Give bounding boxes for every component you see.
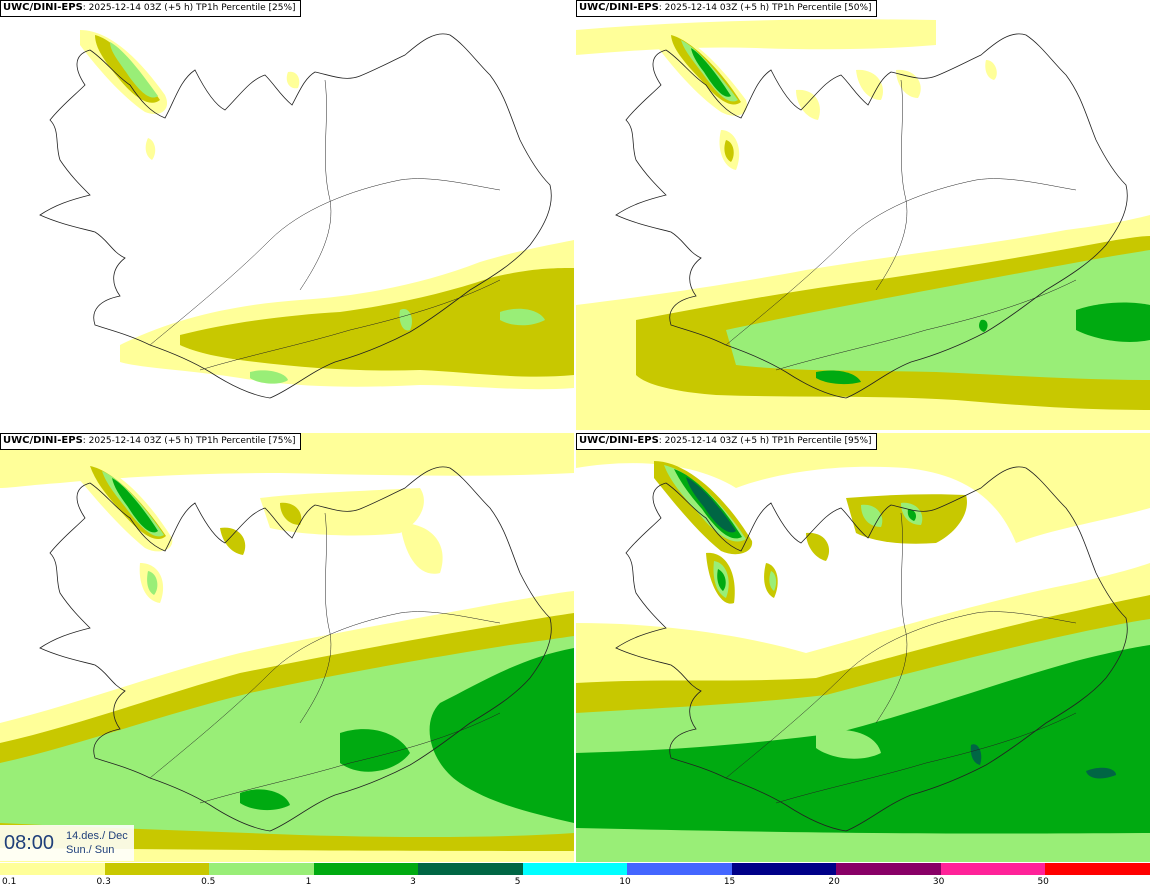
model-name: UWC/DINI-EPS [3,2,83,13]
legend-tick-label: 20 [828,877,840,887]
coastline [39,33,552,399]
precip-field [80,30,574,390]
coastline [39,466,552,832]
field-name: TP1h Percentile [75%] [196,436,296,446]
legend-swatch [836,863,941,875]
panel-title: UWC/DINI-EPS: 2025-12-14 03Z (+5 h) TP1h… [0,433,301,450]
legend-swatch [0,863,105,875]
valid-date-line2: Sun./ Sun [66,844,115,856]
precip-map-p95 [576,433,1150,862]
run-info: : 2025-12-14 03Z (+5 h) [658,3,773,13]
coastline [615,33,1128,399]
valid-date-line1: 14.des./ Dec [66,830,128,842]
legend-tick-label: 5 [514,877,521,887]
legend-tick-label: 0.5 [201,877,216,887]
legend-swatch [418,863,523,875]
legend-swatch [731,863,837,875]
color-legend-bar [0,863,1150,875]
color-legend-ticks: 0.1 0.3 0.5 1 3 5 10 15 20 30 50 [0,877,1150,891]
precip-map-p25 [39,30,574,399]
precip-field [576,433,1150,862]
valid-time-box: 08:00 14.des./ Dec Sun./ Sun [0,825,134,861]
legend-tick-label: 1 [305,877,312,887]
legend-tick-label: 30 [932,877,945,887]
model-name: UWC/DINI-EPS [579,435,659,446]
map-panel-p50: UWC/DINI-EPS: 2025-12-14 03Z (+5 h) TP1h… [576,0,1150,430]
legend-tick-label: 0.1 [2,877,17,887]
legend-tick-label: 3 [410,877,416,887]
legend-tick-label: 50 [1037,877,1049,887]
model-name: UWC/DINI-EPS [579,2,659,13]
panel-title: UWC/DINI-EPS: 2025-12-14 03Z (+5 h) TP1h… [0,0,301,17]
panel-title: UWC/DINI-EPS: 2025-12-14 03Z (+5 h) TP1h… [576,433,877,450]
panel-divider-horizontal [0,430,1150,433]
map-panel-p75: UWC/DINI-EPS: 2025-12-14 03Z (+5 h) TP1h… [0,433,574,862]
model-name: UWC/DINI-EPS [3,435,83,446]
valid-date: 14.des./ Dec Sun./ Sun [66,829,128,857]
legend-tick-label: 0.3 [96,877,111,887]
legend-tick-label: 15 [723,877,736,887]
run-info: : 2025-12-14 03Z (+5 h) [658,436,773,446]
legend-swatch [627,863,732,875]
coastline [615,466,1128,832]
field-name: TP1h Percentile [95%] [772,436,872,446]
valid-time: 08:00 [4,832,55,854]
precip-map-p75 [0,433,574,862]
run-info: : 2025-12-14 03Z (+5 h) [82,3,197,13]
legend-swatch [313,863,419,875]
precip-field [576,19,1150,430]
precip-map-p50 [576,19,1150,430]
panel-title: UWC/DINI-EPS: 2025-12-14 03Z (+5 h) TP1h… [576,0,877,17]
map-panel-p25: UWC/DINI-EPS: 2025-12-14 03Z (+5 h) TP1h… [0,0,574,430]
field-name: TP1h Percentile [25%] [196,3,296,13]
legend-tick-label: 10 [619,877,631,887]
legend-swatch [1045,863,1150,875]
map-panel-p95: UWC/DINI-EPS: 2025-12-14 03Z (+5 h) TP1h… [576,433,1150,862]
legend-swatch [522,863,628,875]
field-name: TP1h Percentile [50%] [772,3,872,13]
legend-swatch [104,863,210,875]
precip-field [0,433,574,862]
legend-swatch [209,863,314,875]
run-info: : 2025-12-14 03Z (+5 h) [82,436,197,446]
legend-swatch [940,863,1046,875]
